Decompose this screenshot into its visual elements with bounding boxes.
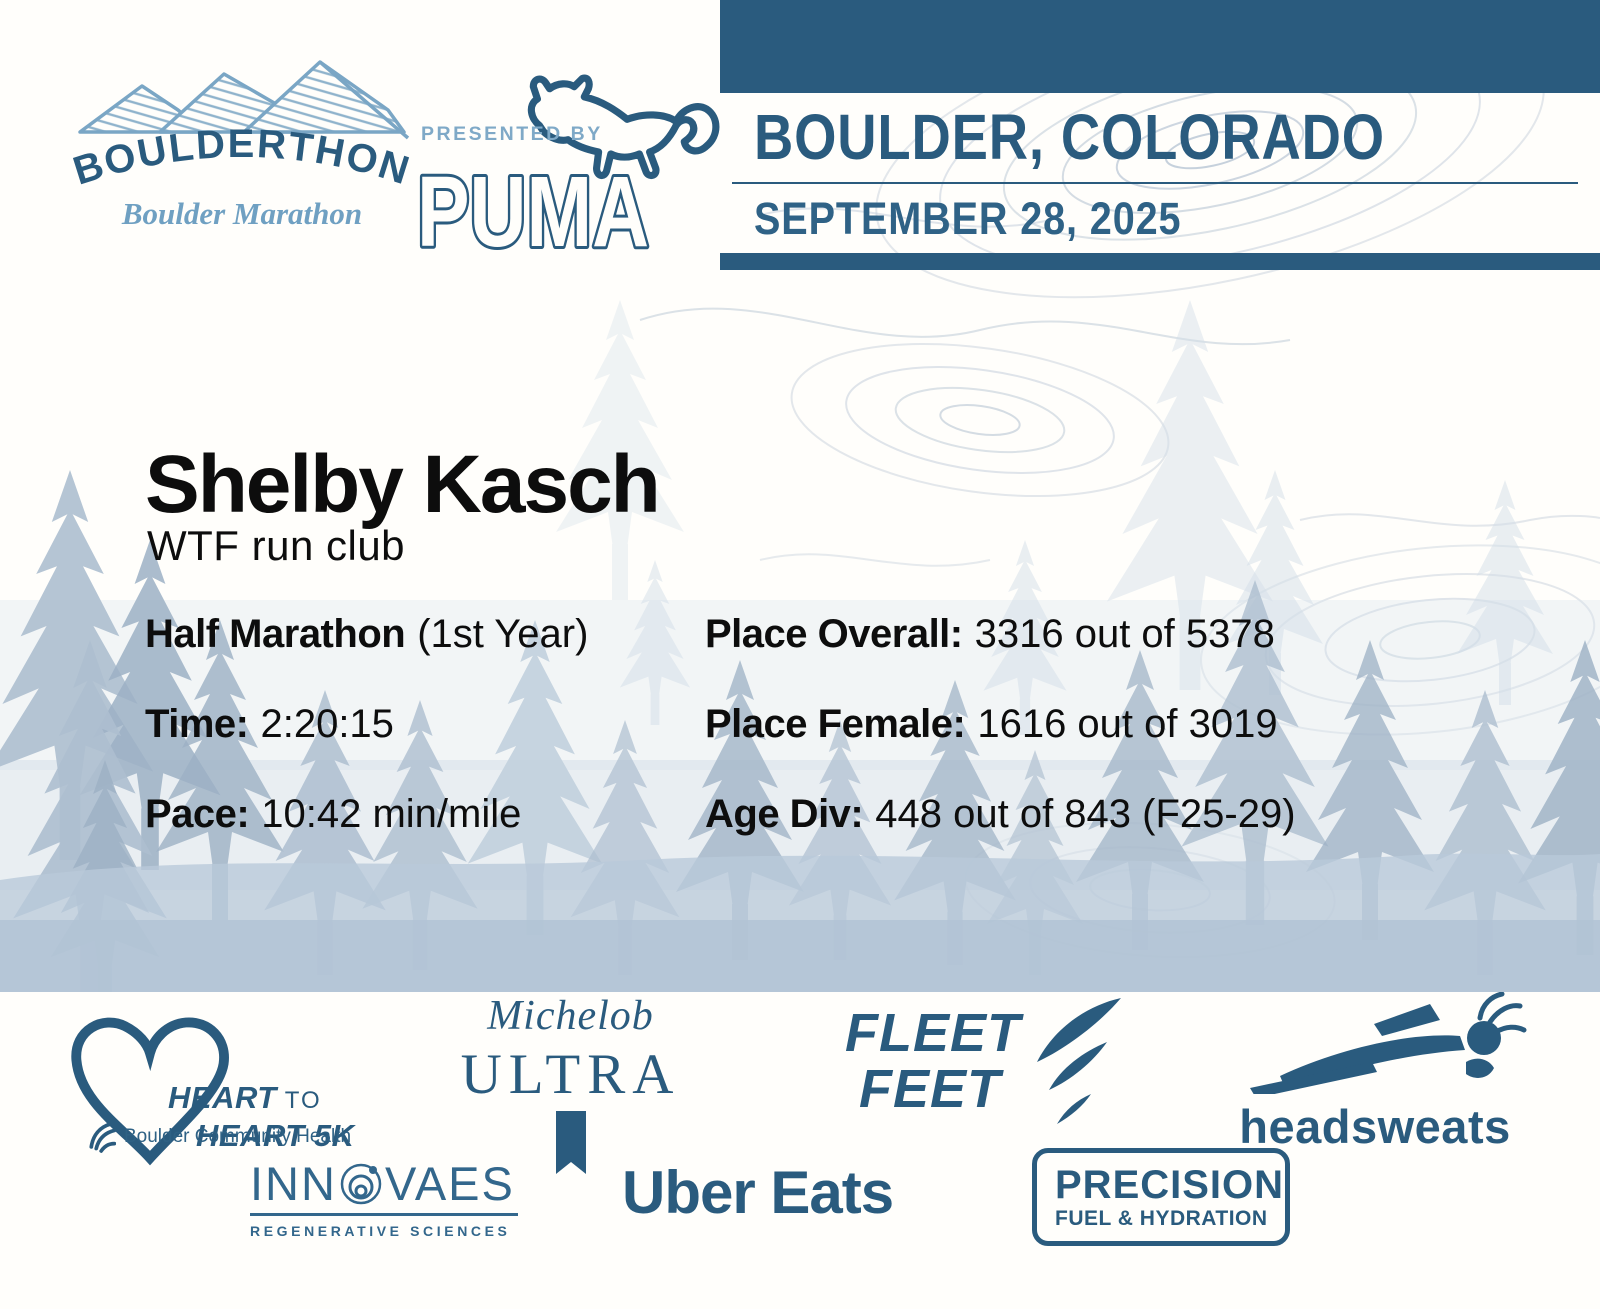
place-female: Place Female: 1616 out of 3019	[705, 702, 1278, 746]
puma-wordmark: PUMA	[417, 156, 649, 265]
ribbon-icon	[428, 1111, 713, 1175]
age-division-place: Age Div: 448 out of 843 (F25-29)	[705, 792, 1296, 836]
place-overall: Place Overall: 3316 out of 5378	[705, 612, 1275, 656]
header-bottom-bar	[720, 253, 1600, 270]
wing-icon	[1037, 998, 1121, 1124]
pace: Pace: 10:42 min/mile	[145, 792, 522, 836]
runner-name: Shelby Kasch	[145, 439, 661, 530]
heart-to-heart-wordmark: HEART TO HEART 5K	[168, 1080, 355, 1153]
event-header: BOULDER, COLORADO SEPTEMBER 28, 2025	[720, 0, 1600, 270]
headsweats-wordmark: headsweats	[1239, 1100, 1511, 1153]
event-location: BOULDER, COLORADO	[754, 101, 1385, 173]
puma-logo: PRESENTED BY PUMA	[415, 74, 720, 265]
runner-team: WTF run club	[147, 522, 406, 569]
heart-icon	[71, 1017, 229, 1166]
boulder-marathon-subtitle: Boulder Marathon	[121, 196, 362, 231]
boulder-community-health-icon	[89, 1121, 116, 1153]
runner-icon	[1250, 991, 1527, 1098]
innovaes-underline	[250, 1213, 518, 1216]
header-top-bar	[720, 0, 1600, 93]
innovaes-logo: INN VAES REGENERATIVE SCIENCES	[250, 1160, 530, 1239]
michelob-ultra-logo: Michelob ULTRA	[428, 992, 713, 1175]
headsweats-logo: headsweats	[1222, 991, 1528, 1154]
race-distance: Half Marathon (1st Year)	[145, 612, 589, 656]
presented-by-label: PRESENTED BY	[421, 123, 603, 145]
ultra-wordmark: ULTRA	[460, 1043, 681, 1106]
precision-fuel-hydration-logo: PRECISION FUEL & HYDRATION	[1032, 1148, 1290, 1246]
uber-eats-logo: Uber Eats	[622, 1159, 894, 1226]
event-date: SEPTEMBER 28, 2025	[754, 193, 1182, 244]
boulderthon-logo: BOULDERTHON Boulder Marathon	[72, 60, 412, 231]
puma-cat-icon	[527, 74, 720, 179]
mountains-icon	[78, 60, 410, 140]
michelob-script: Michelob	[487, 993, 654, 1039]
boulder-community-health: Boulder Community Health	[88, 1120, 351, 1154]
innovaes-subtitle: REGENERATIVE SCIENCES	[250, 1223, 511, 1239]
header-divider	[732, 182, 1578, 184]
innovaes-wordmark: INN VAES	[250, 1157, 515, 1210]
concentric-circles-icon	[340, 1163, 382, 1204]
finish-time: Time: 2:20:15	[145, 702, 394, 746]
fleet-feet-logo: FLEET FEET	[845, 998, 1135, 1136]
fleet-feet-wordmark: FLEET FEET	[845, 1003, 1021, 1119]
heart-to-heart-logo: HEART TO HEART 5K Boulder Community Healt…	[60, 992, 354, 1167]
